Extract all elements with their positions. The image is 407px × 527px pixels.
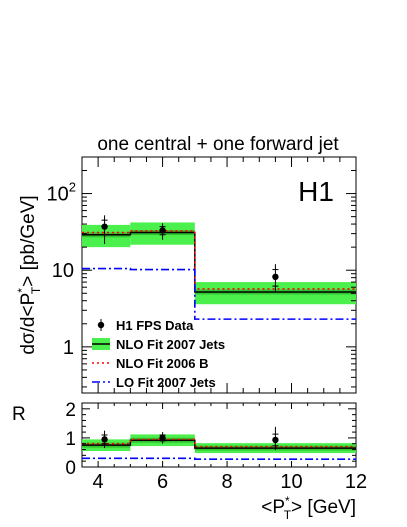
experiment-label: H1 [298,176,334,207]
legend-label: NLO Fit 2007 Jets [116,337,225,352]
ratio-data-point-1 [101,430,108,449]
ratio-plot-frame [81,402,357,468]
main-data-points [101,215,279,292]
x-tick-label: 6 [157,471,168,493]
main-data-point-1 [101,215,108,244]
legend-entry-2: NLO Fit 2007 Jets [92,337,225,352]
ratio-tick-label: 0 [65,458,76,479]
legend-entry-3: NLO Fit 2006 B [92,356,208,371]
y-tick-label: 10 [52,260,74,282]
x-tick-label: 4 [93,471,104,493]
legend: H1 FPS Data NLO Fit 2007 Jets NLO Fit 2006… [92,318,225,390]
y-tick-label: 1 [63,337,74,359]
main-plot-frame [81,156,357,394]
x-tick-label: 12 [345,471,367,493]
y-axis-label: dσ/d<P*T> [pb/GeV] [15,195,43,354]
main-data-point-3 [272,264,279,292]
ratio-nlo-2006b-line [82,438,356,448]
x-tick-label: 8 [221,471,232,493]
legend-label: NLO Fit 2006 B [116,356,208,371]
main-nlo-2006b-line [82,230,356,290]
ratio-data-point-2 [159,432,166,444]
main-data-point-2 [159,223,166,240]
legend-entry-1: H1 FPS Data [97,318,194,333]
ratio-data-points [101,426,279,451]
ratio-lo-2007-line [82,457,356,460]
ratio-data-point-3 [272,426,279,451]
main-lo-2007-line [82,267,356,320]
chart-title: one central + one forward jet [97,134,339,155]
legend-entry-4: LO Fit 2007 Jets [92,375,216,390]
ratio-tick-label: 1 [65,429,76,450]
legend-label: LO Fit 2007 Jets [116,375,216,390]
axis-ticks [82,156,357,468]
y-tick-label: 102 [47,180,76,206]
ratio-axis-label: R [12,404,26,425]
ratio-tick-label: 2 [65,400,76,421]
x-tick-label: 10 [280,471,302,493]
x-axis-label: <P* T> [GeV] [261,494,356,522]
legend-label: H1 FPS Data [116,318,194,333]
